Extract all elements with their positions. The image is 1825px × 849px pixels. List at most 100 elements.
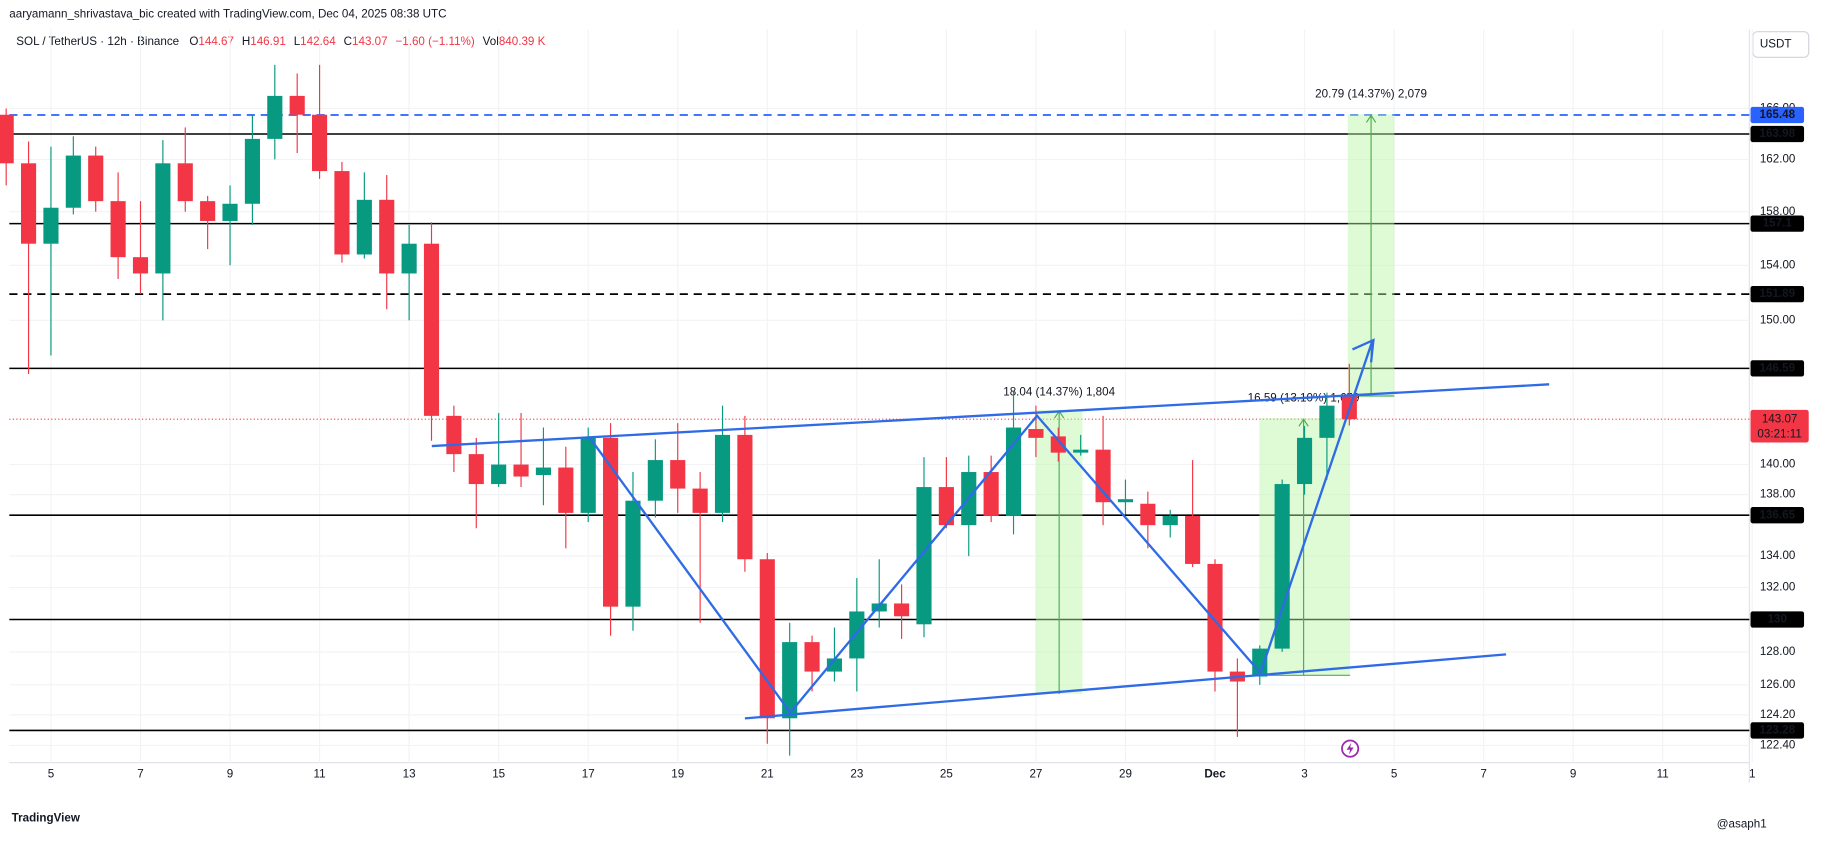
candle-body bbox=[155, 163, 171, 274]
event-bolt[interactable] bbox=[1346, 742, 1354, 755]
candle-body bbox=[513, 464, 529, 477]
x-tick-label: 19 bbox=[671, 767, 684, 780]
current-price-label: 143.07 bbox=[1762, 412, 1798, 425]
candle-body bbox=[267, 95, 283, 139]
event-icon[interactable] bbox=[1341, 739, 1360, 758]
measure-label: 20.79 (14.37%) 2,079 bbox=[1315, 88, 1427, 101]
candle-body bbox=[20, 163, 37, 244]
candle-body bbox=[446, 415, 462, 455]
measure-label: 18.04 (14.37%) 1,804 bbox=[1003, 386, 1115, 399]
x-tick-label: 11 bbox=[314, 767, 326, 780]
candle-body bbox=[737, 434, 753, 560]
candle-body bbox=[692, 488, 708, 513]
x-tick-label: 13 bbox=[403, 767, 416, 780]
candle-body bbox=[670, 460, 686, 489]
candle-body bbox=[1274, 484, 1290, 649]
watermark: @asaph1 bbox=[1717, 817, 1767, 830]
candle-body bbox=[804, 642, 820, 672]
lower-trendline bbox=[744, 653, 1507, 720]
h-label: H bbox=[242, 35, 250, 48]
candle-body bbox=[759, 559, 775, 719]
candle-body bbox=[132, 257, 149, 274]
y-tick-label: 126.00 bbox=[1760, 678, 1796, 691]
x-tick-label: 9 bbox=[227, 767, 233, 780]
level-label-box bbox=[1750, 360, 1805, 377]
level-label-box bbox=[1750, 722, 1805, 739]
y-tick-label: 128.00 bbox=[1760, 645, 1796, 658]
candle-body bbox=[1185, 515, 1201, 564]
level-label-box bbox=[1750, 285, 1805, 303]
level-label: 136.65 bbox=[1759, 508, 1795, 521]
candle-body bbox=[1028, 429, 1044, 438]
y-tick-label: 122.40 bbox=[1760, 738, 1796, 751]
candle-body bbox=[1319, 405, 1335, 438]
candle-body bbox=[177, 163, 193, 202]
vol-label: Vol bbox=[483, 35, 499, 48]
axes: 166.00162.00158.00154.00150.00140.00138.… bbox=[48, 102, 1809, 780]
y-tick-label: 132.00 bbox=[1760, 581, 1796, 594]
candle-body bbox=[647, 460, 663, 501]
candle-body bbox=[782, 642, 798, 719]
candle-body bbox=[1162, 515, 1178, 526]
candle-body bbox=[1005, 427, 1022, 516]
candle-body bbox=[1073, 449, 1089, 453]
candle-body bbox=[714, 434, 731, 513]
x-tick-label: 29 bbox=[1119, 767, 1132, 780]
symbol: SOL / TetherUS · 12h · Binance bbox=[16, 35, 179, 48]
x-tick-label: 5 bbox=[1391, 767, 1397, 780]
level-label: 123.28 bbox=[1759, 724, 1795, 737]
level-label: 151.89 bbox=[1759, 287, 1795, 300]
countdown: 03:21:11 bbox=[1757, 427, 1801, 440]
x-tick-label: 25 bbox=[940, 767, 953, 780]
level-label-box bbox=[1750, 611, 1805, 628]
level-label: 163.98 bbox=[1759, 127, 1795, 140]
level-label-box bbox=[1750, 215, 1805, 232]
currency[interactable]: USDT bbox=[1760, 38, 1792, 51]
candle-body bbox=[1296, 437, 1313, 485]
candle-body bbox=[849, 611, 865, 659]
level-label-box bbox=[1750, 125, 1805, 143]
candle-body bbox=[535, 467, 551, 476]
candle-body bbox=[625, 500, 641, 607]
c-value: 143.07 bbox=[352, 35, 388, 48]
candle-body bbox=[401, 243, 417, 274]
candle-body bbox=[916, 487, 932, 625]
candle-body bbox=[334, 171, 350, 255]
candle-body bbox=[379, 199, 395, 274]
vol-value: 840.39 K bbox=[499, 35, 546, 48]
candle-body bbox=[423, 243, 440, 416]
candle-body bbox=[894, 603, 910, 617]
x-tick-label: 23 bbox=[850, 767, 863, 780]
current-price-box bbox=[1750, 409, 1809, 443]
x-tick-label: 1 bbox=[1749, 767, 1755, 780]
x-tick-label: 3 bbox=[1301, 767, 1307, 780]
x-tick-label: Dec bbox=[1204, 767, 1226, 780]
h-value: 146.91 bbox=[250, 35, 286, 48]
candle-body bbox=[222, 203, 238, 221]
candles bbox=[0, 64, 1357, 756]
level-label-box bbox=[1750, 507, 1805, 524]
measure-arrowhead bbox=[1298, 418, 1309, 427]
candle-body bbox=[43, 207, 59, 244]
candle-body bbox=[468, 454, 484, 485]
l-value: 142.64 bbox=[300, 35, 336, 48]
drawings bbox=[431, 338, 1550, 720]
credit: aaryamann_shrivastava_bic created with T… bbox=[9, 7, 446, 20]
candle-body bbox=[603, 437, 619, 607]
y-tick-label: 158.00 bbox=[1760, 205, 1796, 218]
level-label: 130 bbox=[1768, 613, 1787, 626]
candle-body bbox=[289, 95, 305, 115]
candle-body bbox=[826, 658, 843, 672]
candle-body bbox=[88, 155, 104, 202]
x-tick-label: 7 bbox=[137, 767, 143, 780]
grid bbox=[9, 29, 1753, 763]
candle-body bbox=[356, 199, 372, 255]
level-label: 146.59 bbox=[1759, 361, 1795, 374]
o-label: O bbox=[189, 35, 198, 48]
logo: TradingView bbox=[12, 812, 81, 825]
c-label: C bbox=[344, 35, 352, 48]
zigzag-arrowhead bbox=[1351, 338, 1375, 363]
candle-body bbox=[871, 603, 887, 612]
y-tick-label: 138.00 bbox=[1760, 488, 1796, 501]
